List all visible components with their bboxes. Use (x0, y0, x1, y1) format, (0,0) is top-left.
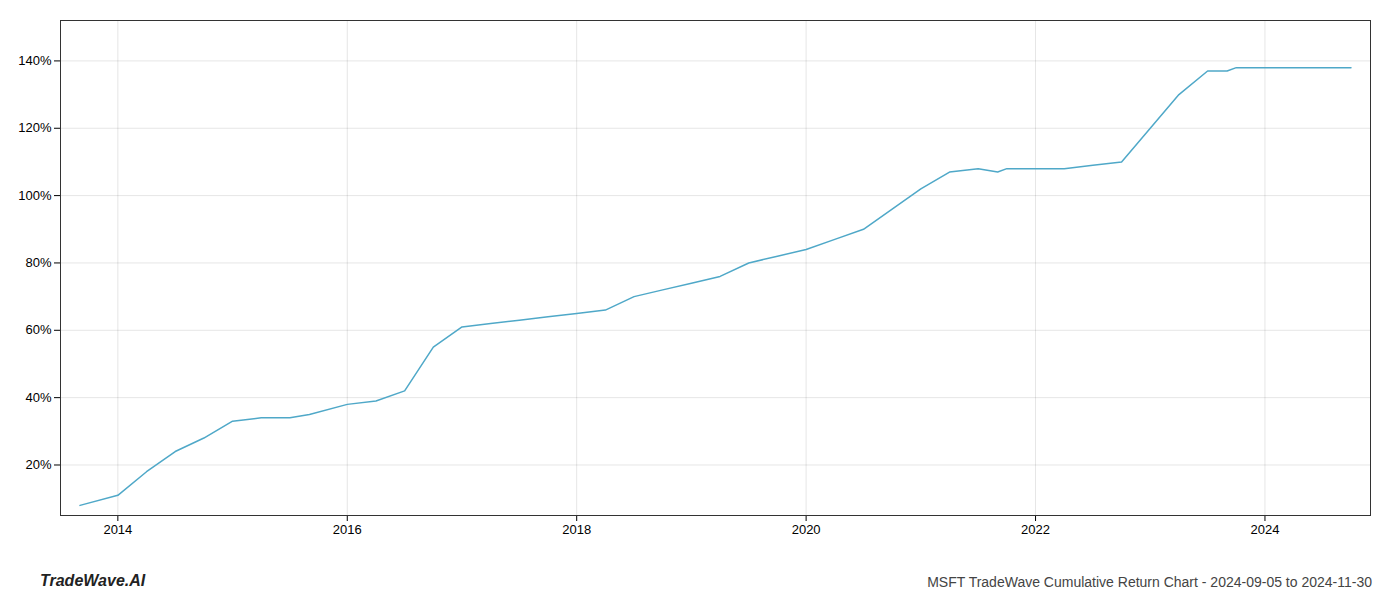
svg-text:2018: 2018 (562, 522, 591, 537)
svg-text:2016: 2016 (333, 522, 362, 537)
svg-text:40%: 40% (25, 390, 51, 405)
svg-text:140%: 140% (18, 53, 52, 68)
svg-text:2014: 2014 (103, 522, 132, 537)
svg-text:120%: 120% (18, 120, 52, 135)
svg-text:100%: 100% (18, 188, 52, 203)
svg-text:2024: 2024 (1251, 522, 1280, 537)
svg-text:20%: 20% (25, 457, 51, 472)
svg-text:80%: 80% (25, 255, 51, 270)
html-text:TradeWave.AI: TradeWave.AI (40, 572, 146, 589)
html-text:MSFT TradeWave Cumulative Retu: MSFT TradeWave Cumulative Return Chart -… (927, 574, 1372, 590)
svg-text:60%: 60% (25, 322, 51, 337)
svg-text:2022: 2022 (1021, 522, 1050, 537)
svg-text:2020: 2020 (792, 522, 821, 537)
